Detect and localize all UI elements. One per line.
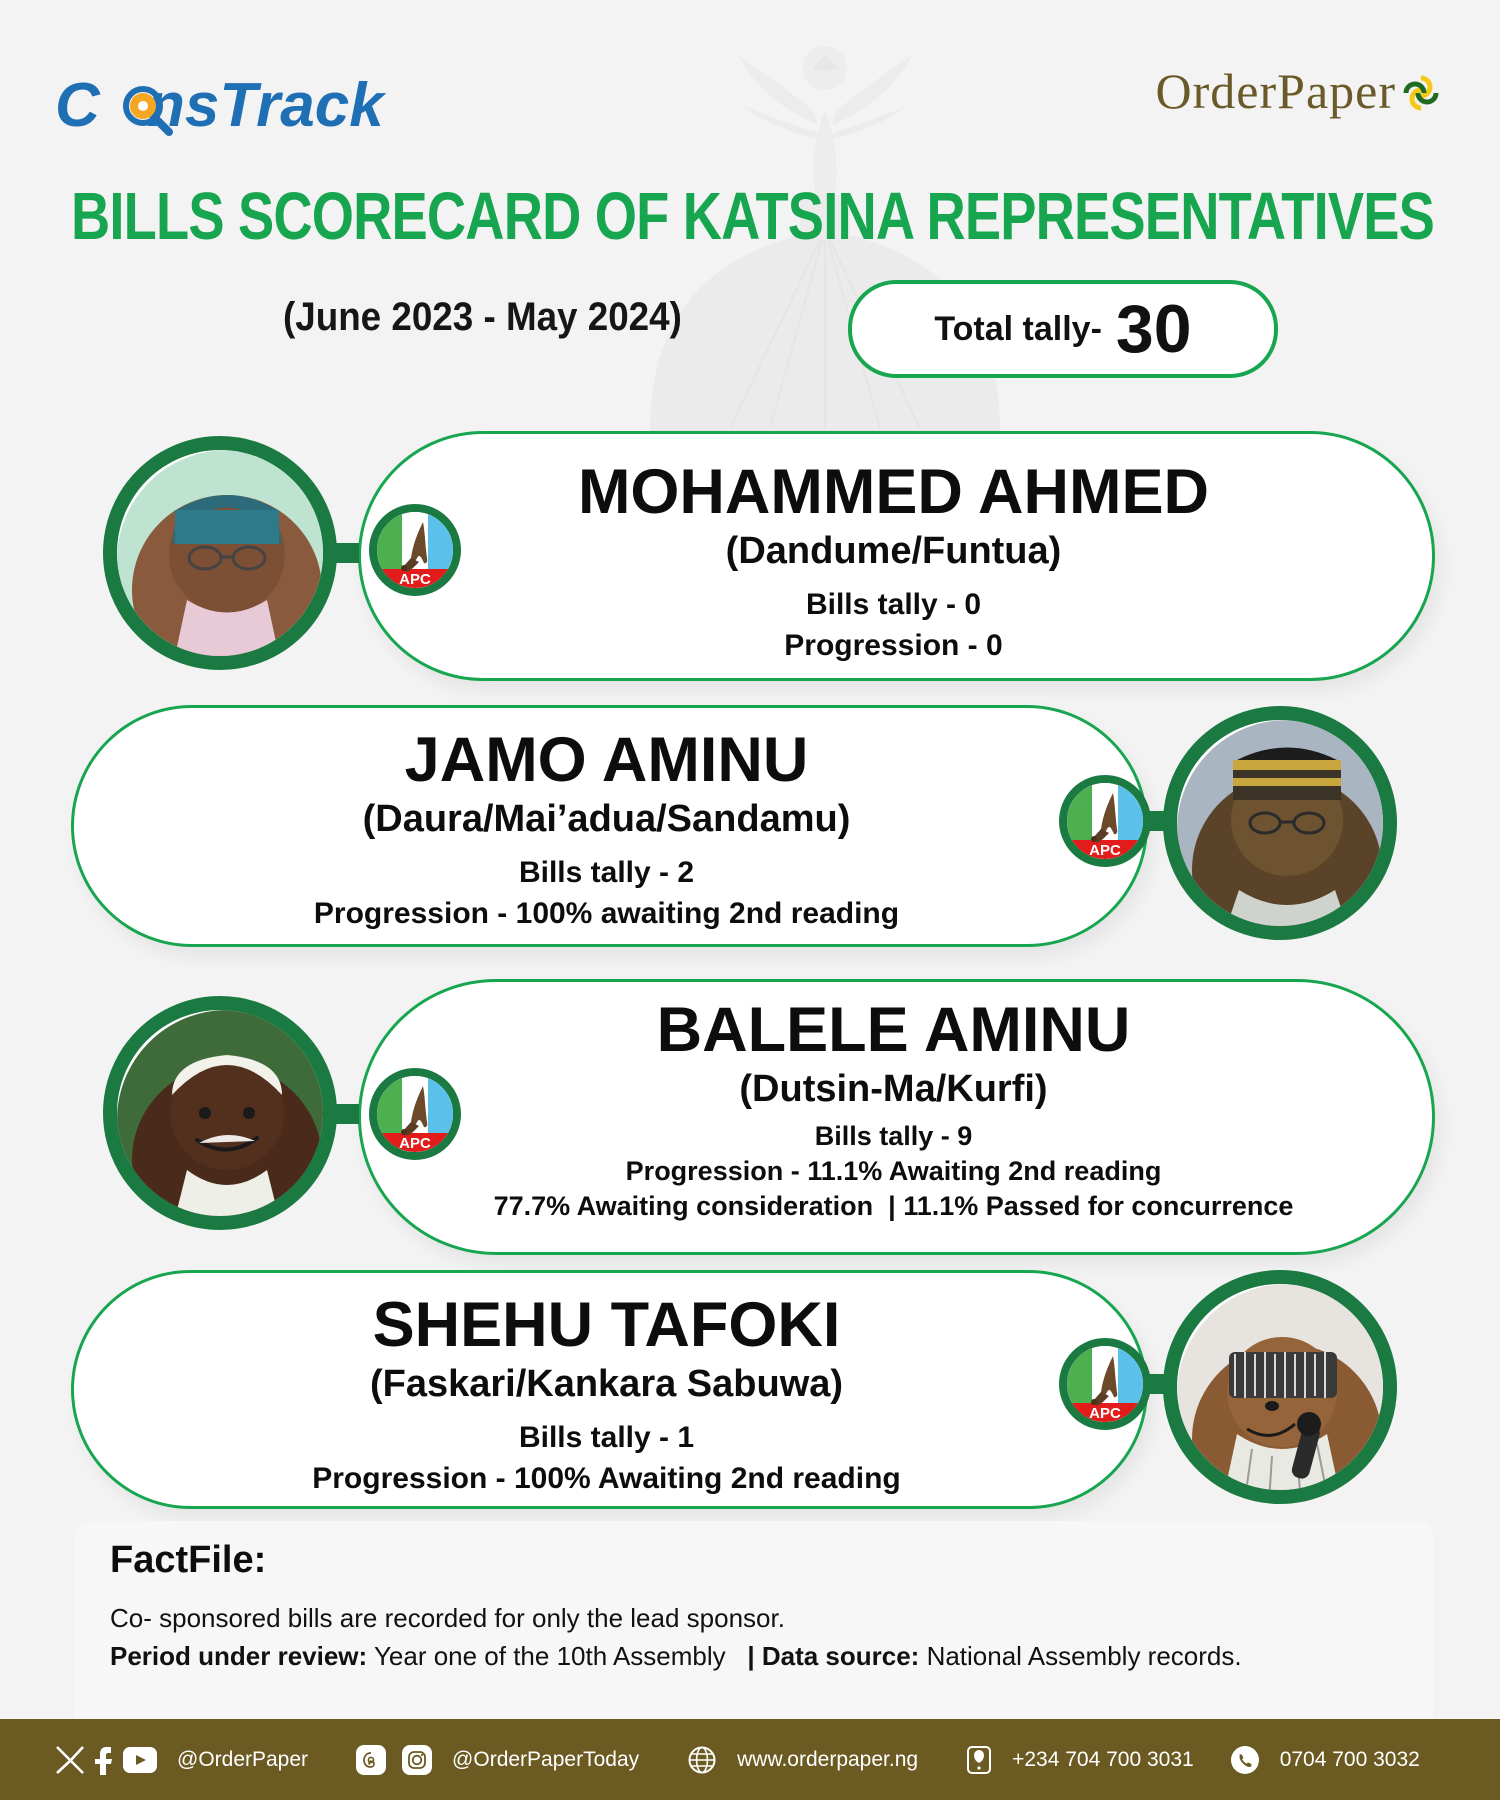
svg-text:nsTrack: nsTrack — [147, 71, 387, 140]
svg-text:C: C — [55, 71, 101, 140]
